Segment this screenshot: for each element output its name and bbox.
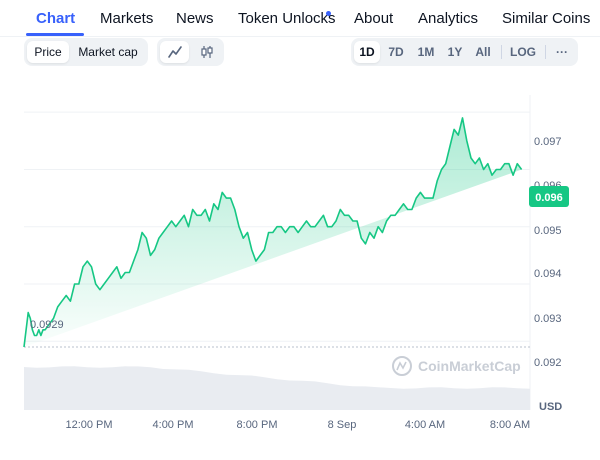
watermark-text: CoinMarketCap (418, 358, 521, 374)
tab-about[interactable]: About (354, 10, 394, 27)
currency-label: USD (539, 401, 562, 413)
x-tick-label: 8:00 AM (490, 419, 530, 431)
range-1y-button[interactable]: 1Y (447, 45, 463, 59)
y-tick-label: 0.097 (534, 136, 562, 148)
price-area (24, 117, 522, 348)
coinmarketcap-logo-mark (396, 361, 407, 371)
y-tick-label: 0.094 (534, 268, 562, 280)
open-price-label: 0.0929 (30, 319, 64, 331)
market-cap-view-button[interactable]: Market cap (78, 45, 138, 59)
view-toggle: Price Market cap (24, 38, 148, 66)
coinmarketcap-logo-icon (392, 356, 412, 376)
y-tick-label: 0.092 (534, 357, 562, 369)
candlestick-chart-button[interactable] (192, 41, 221, 63)
range-7d-button[interactable]: 7D (388, 45, 404, 59)
price-view-button[interactable]: Price (27, 41, 69, 63)
coinmarketcap-watermark: CoinMarketCap (392, 356, 521, 376)
price-line (23, 117, 523, 348)
volume-area (24, 366, 530, 410)
active-tab-indicator (26, 33, 84, 36)
tab-markets[interactable]: Markets (100, 10, 154, 27)
line-chart-button[interactable] (160, 41, 189, 63)
range-selector: 1D 7D 1M 1Y All LOG ··· (351, 38, 578, 66)
y-tick-label: 0.095 (534, 225, 562, 237)
x-tick-label: 8 Sep (328, 419, 357, 431)
x-tick-label: 4:00 PM (153, 419, 194, 431)
tab-token-unlocks[interactable]: Token Unlocks (238, 10, 336, 27)
tab-analytics[interactable]: Analytics (418, 10, 479, 27)
range-all-button[interactable]: All (475, 45, 491, 59)
tab-bar: Chart Markets News Token Unlocks About A… (0, 0, 600, 37)
y-tick-label: 0.093 (534, 313, 562, 325)
range-1m-button[interactable]: 1M (417, 45, 435, 59)
tab-news[interactable]: News (176, 10, 214, 27)
x-tick-label: 8:00 PM (237, 419, 278, 431)
x-tick-label: 12:00 PM (65, 419, 112, 431)
line-chart-icon (167, 46, 182, 58)
range-1d-button[interactable]: 1D (354, 41, 380, 63)
log-scale-button[interactable]: LOG (510, 45, 536, 59)
tab-similar-coins[interactable]: Similar Coins (502, 10, 591, 27)
candlestick-icon (200, 46, 213, 58)
toolbar-divider (501, 45, 502, 59)
more-options-button[interactable]: ··· (556, 45, 568, 59)
x-tick-label: 4:00 AM (405, 419, 445, 431)
toolbar-divider (545, 45, 546, 59)
notification-dot (326, 11, 331, 16)
tab-chart[interactable]: Chart (36, 10, 76, 27)
current-price-label: 0.096 (535, 192, 563, 204)
current-price-badge (529, 186, 569, 207)
chart-type-toggle (157, 38, 224, 66)
